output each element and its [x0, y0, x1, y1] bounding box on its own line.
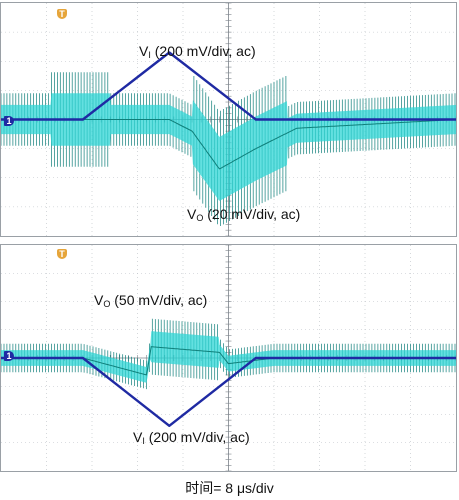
- waveform-plot-bottom: [1, 245, 456, 471]
- vo-label-bottom: VO (50 mV/div, ac): [94, 292, 208, 309]
- trigger-marker-icon: T: [57, 249, 67, 259]
- trigger-marker-icon: T: [57, 9, 67, 19]
- vi-label-top: VI (200 mV/div, ac): [139, 43, 256, 60]
- channel-ground-marker-icon: 1: [4, 351, 14, 361]
- vi-label-bottom: VI (200 mV/div, ac): [133, 429, 250, 446]
- scope-panel-bottom: T 1 VO (50 mV/div, ac) VI (200 mV/div, a…: [0, 244, 457, 472]
- vo-trace-band: [1, 331, 456, 383]
- vi-trace-line: [1, 51, 456, 121]
- time-scale-caption: 时间= 8 μs/div: [185, 480, 274, 496]
- scope-panel-top: T 1 VI (200 mV/div, ac) VO (20 mV/div, a…: [0, 2, 457, 237]
- channel-ground-marker-icon: 1: [4, 116, 14, 126]
- vo-label-top: VO (20 mV/div, ac): [187, 206, 301, 223]
- waveform-plot-top: [1, 3, 456, 236]
- vi-trace-line: [1, 356, 456, 428]
